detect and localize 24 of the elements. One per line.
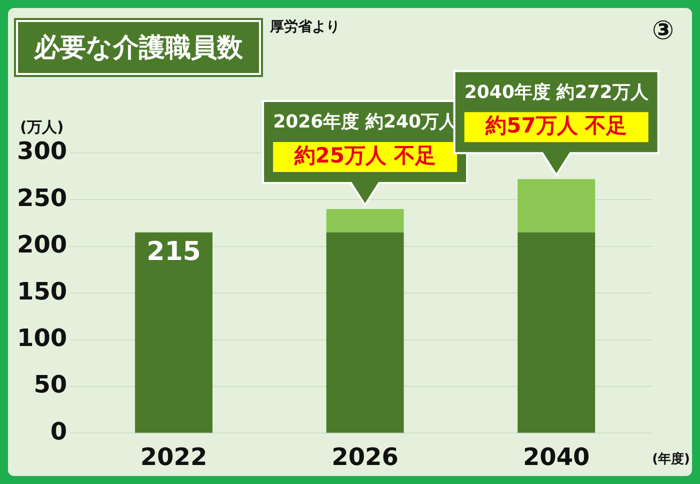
text: 約57万人 不足 <box>484 114 628 138</box>
bar <box>326 232 404 433</box>
y-tick-label: 300 <box>16 137 68 166</box>
x-tick-label: 2022 <box>140 442 208 471</box>
bar <box>518 232 596 433</box>
y-tick-label: 250 <box>16 184 68 212</box>
y-tick-label: 150 <box>16 277 68 306</box>
x-tick-label: 2026 <box>332 442 398 471</box>
y-tick-label: 100 <box>16 324 68 352</box>
text: ③ <box>652 16 674 46</box>
y-tick-label: 200 <box>16 230 68 259</box>
chart-title: 必要な介護職員数 <box>16 20 261 75</box>
x-tick-label: 2040 <box>522 442 590 471</box>
annotation: 約25万人 不足 <box>293 143 436 168</box>
y-axis-title: (万人) <box>20 118 64 137</box>
bar <box>135 232 212 433</box>
data-label: 215 <box>146 237 201 268</box>
text: 2040年度 約272万人 <box>464 82 650 103</box>
x-axis-title: (年度) <box>652 450 690 468</box>
y-tick-label: 0 <box>50 417 68 446</box>
bar <box>518 179 596 232</box>
chart-subtitle: 厚労省より <box>270 18 340 36</box>
bar <box>326 209 404 232</box>
y-tick-label: 50 <box>34 370 68 399</box>
